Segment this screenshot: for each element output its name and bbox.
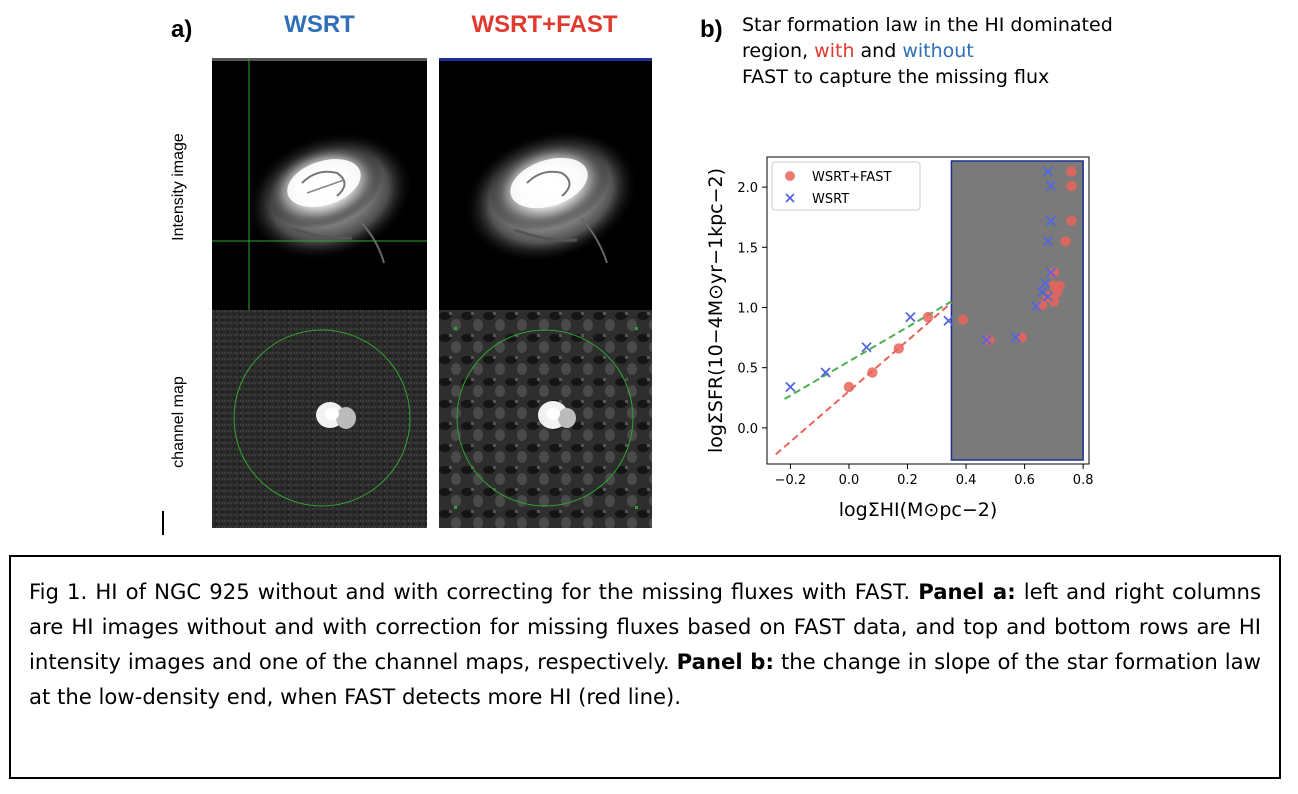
point-wsrt-fast [984,334,995,346]
caption-part-2: left and right columns are HI images wit… [29,579,1261,674]
point-wsrt-fast [922,311,934,323]
channel-map-wsrt [212,310,427,528]
point-wsrt [1045,267,1057,278]
caption-part-1: Fig 1. HI of NGC 925 without and with co… [29,579,919,604]
point-wsrt [861,342,872,353]
panel-b-title-with: with [814,40,855,62]
point-wsrt [1031,301,1042,312]
panel-b-title-suffix: FAST to capture the missing flux [742,66,1050,88]
y-tick-label: 2.0 [737,181,758,196]
y-tick-label: 0.5 [737,362,758,377]
intensity-image-wsrt [212,58,427,310]
point-wsrt [1039,278,1051,289]
shaded-region [950,160,1084,461]
figure-caption: Fig 1. HI of NGC 925 without and with co… [9,555,1281,779]
point-wsrt-fast [1048,267,1060,278]
row-label-intensity: Intensity image [170,133,187,241]
star-formation-chart: −0.2 0.0 0.2 0.4 0.6 0.8 0.0 0.5 1.0 1.5 2.0 logΣHI… [705,156,1094,521]
caption-panel-a-label: Panel a: [918,579,1016,604]
caption-panel-b-label: Panel b: [676,649,774,674]
point-wsrt-fast [1060,236,1071,247]
point-wsrt [1042,291,1054,302]
column-title-wsrt: WSRT [284,11,355,38]
text-cursor [162,511,164,535]
x-tick-label: 0.6 [1014,473,1035,488]
point-wsrt-fast [1066,215,1077,227]
legend-marker-wsrt-fast [785,171,795,181]
channel-map-wsrt-fast [439,310,652,528]
point-wsrt [1042,166,1054,177]
y-tick-label: 1.0 [737,301,758,316]
legend-label-wsrt-fast: WSRT+FAST [812,170,891,185]
point-wsrt-fast [1054,280,1065,292]
legend-box [771,161,921,211]
x-tick-label: 0.2 [897,473,918,488]
point-wsrt [1042,236,1054,247]
intensity-image-wsrt-fast [439,58,652,310]
x-tick-label: −0.2 [775,473,807,488]
panel-b-title-prefix: Star formation law in the HI dominated r… [742,14,1113,62]
legend-marker-wsrt [785,193,795,203]
caption-part-3: the change in slope of the star formatio… [29,649,1261,709]
panel-b-title-and: and [854,40,903,62]
point-wsrt-fast [843,381,855,393]
point-wsrt [1045,215,1057,226]
column-title-wsrt-fast: WSRT+FAST [471,11,618,38]
x-axis-label: logΣHI(M⊙pc−2) [839,499,998,521]
row-label-channel-map: channel map [170,376,187,468]
point-wsrt [1045,180,1057,192]
x-tick-label: 0.8 [1073,473,1094,488]
y-tick-label: 0.0 [737,422,758,437]
y-tick-label: 1.5 [737,241,758,256]
y-axis-label: logΣSFR(10−4M⊙yr−1kpc−2) [705,168,727,453]
panel-b-title-without: without [902,40,974,62]
panel-b-title: Star formation law in the HI dominated r… [742,12,1162,90]
point-wsrt [943,315,954,326]
point-wsrt [981,334,992,346]
point-wsrt [820,367,831,378]
x-tick-label: 0.0 [839,473,860,488]
point-wsrt [785,381,796,393]
point-wsrt-fast [893,343,904,354]
x-tick-label: 0.4 [956,473,977,488]
point-wsrt-fast [1066,180,1077,192]
point-wsrt [1010,332,1021,343]
point-wsrt [905,311,916,323]
point-wsrt-fast [1066,166,1077,177]
fit-line-0 [775,301,953,456]
panel-a-letter: a) [171,16,193,43]
legend-label-wsrt: WSRT [812,192,849,207]
point-wsrt-fast [957,314,969,325]
panel-b-letter: b) [700,16,723,43]
point-wsrt-fast [1016,332,1027,343]
point-wsrt-fast [867,367,878,378]
